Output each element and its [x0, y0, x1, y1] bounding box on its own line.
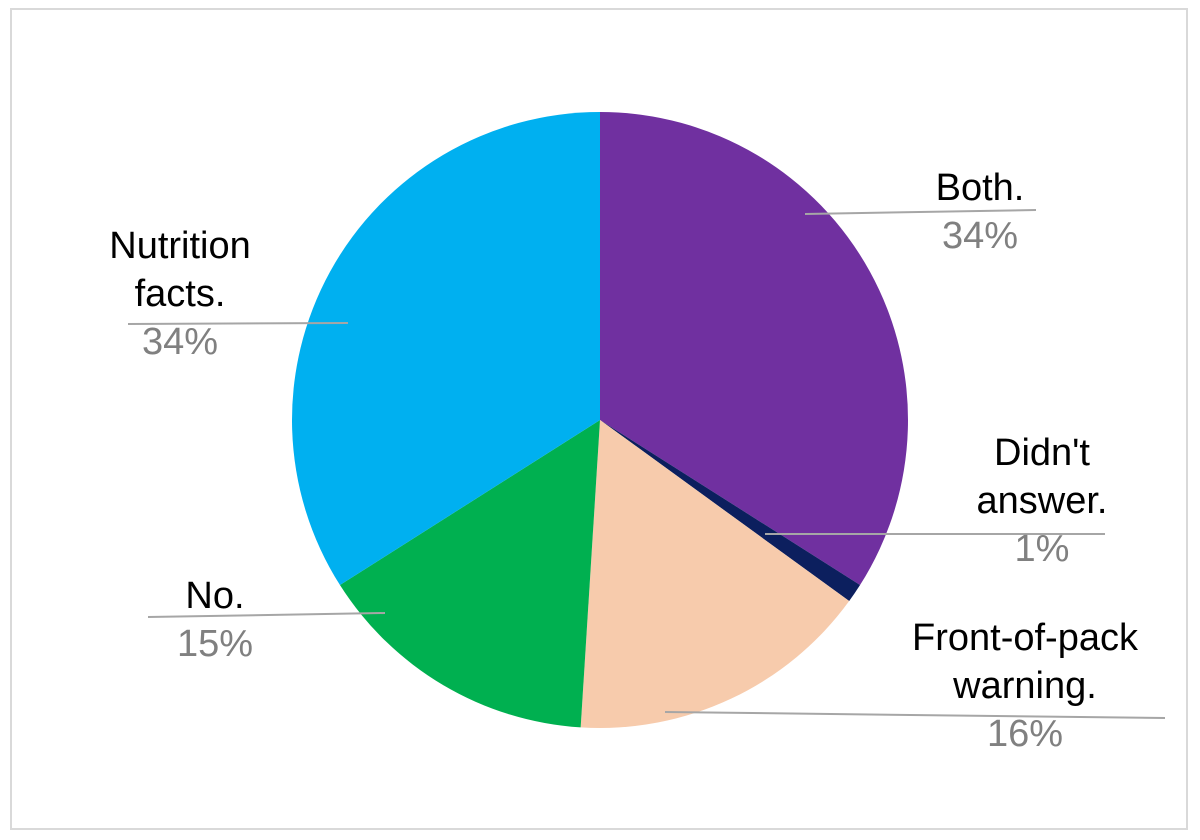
pie-slice-3: [339, 420, 600, 728]
category-label-3-0: No.: [185, 575, 244, 617]
leader-line-0: [804, 209, 1037, 215]
leader-line-4: [127, 322, 349, 325]
percent-label-1: 1%: [1015, 528, 1070, 570]
category-label-2-0: Front-of-pack: [912, 617, 1139, 659]
category-label-1-0: Didn't: [994, 432, 1090, 474]
percent-label-2: 16%: [987, 713, 1063, 755]
pie-slice-1: [600, 420, 861, 602]
percent-label-4: 34%: [142, 321, 218, 363]
percent-label-0: 34%: [942, 215, 1018, 257]
percent-label-3: 15%: [177, 623, 253, 665]
leader-lines: [127, 209, 1166, 719]
pie-slice-2: [580, 420, 850, 728]
pie-slices: [292, 112, 908, 728]
category-label-4-0: Nutrition: [109, 225, 251, 267]
leader-line-2: [664, 711, 1166, 719]
data-labels: Both. 34% Didn't answer. 1% Front-of-pack warn…: [109, 167, 1139, 755]
leader-line-3: [147, 612, 386, 618]
pie-slice-4: [292, 112, 600, 586]
category-label-0-0: Both.: [936, 167, 1025, 209]
category-label-2-1: warning.: [952, 665, 1097, 707]
pie-slice-0: [600, 112, 908, 586]
category-label-4-1: facts.: [135, 273, 226, 315]
category-label-1-1: answer.: [977, 480, 1108, 522]
